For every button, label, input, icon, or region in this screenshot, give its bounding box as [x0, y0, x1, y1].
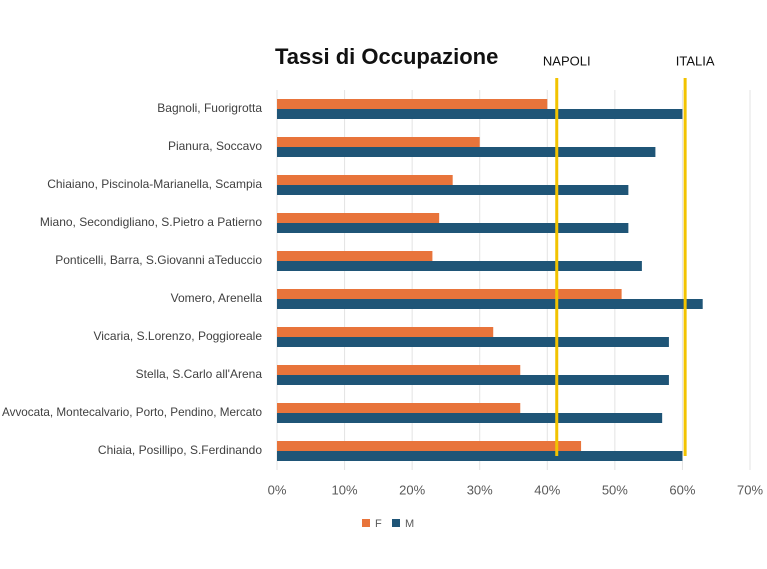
x-tick-label: 20%: [399, 482, 425, 497]
bar: [277, 223, 629, 233]
y-tick-label: Chiaia, Posillipo, S.Ferdinando: [98, 443, 262, 457]
y-tick-label: Vomero, Arenella: [171, 291, 263, 305]
bar: [277, 337, 669, 347]
bar: [277, 413, 663, 423]
bar: [277, 109, 683, 119]
y-tick-label: Bagnoli, Fuorigrotta: [157, 101, 262, 115]
bar: [277, 175, 453, 185]
y-tick-label: Ponticelli, Barra, S.Giovanni aTeduccio: [55, 253, 262, 267]
reference-label: ITALIA: [676, 53, 715, 68]
bar: [277, 299, 703, 309]
bar: [277, 261, 642, 271]
y-tick-label: Avvocata, Montecalvario, Porto, Pendino,…: [2, 405, 262, 419]
legend-swatch: [392, 519, 400, 527]
legend-swatch: [362, 519, 370, 527]
x-tick-label: 40%: [534, 482, 560, 497]
bar: [277, 365, 521, 375]
bar: [277, 403, 521, 413]
chart-title: Tassi di Occupazione: [275, 44, 498, 69]
bar: [277, 99, 548, 109]
bar: [277, 441, 582, 451]
bar: [277, 185, 629, 195]
bar: [277, 327, 494, 337]
y-tick-label: Stella, S.Carlo all'Arena: [136, 367, 263, 381]
y-tick-label: Miano, Secondigliano, S.Pietro a Patiern…: [40, 215, 262, 229]
reference-label: NAPOLI: [543, 53, 591, 68]
bar: [277, 451, 683, 461]
bar: [277, 147, 656, 157]
x-tick-label: 60%: [669, 482, 695, 497]
y-tick-label: Chiaiano, Piscinola-Marianella, Scampia: [47, 177, 262, 191]
bar: [277, 137, 480, 147]
bar: [277, 289, 622, 299]
x-tick-label: 50%: [602, 482, 628, 497]
bar: [277, 213, 440, 223]
x-tick-label: 0%: [268, 482, 287, 497]
y-tick-label: Pianura, Soccavo: [168, 139, 262, 153]
x-tick-label: 70%: [737, 482, 763, 497]
legend-label: M: [405, 518, 414, 530]
x-tick-label: 10%: [332, 482, 358, 497]
legend-label: F: [375, 518, 382, 530]
x-tick-label: 30%: [467, 482, 493, 497]
y-tick-label: Vicaria, S.Lorenzo, Poggioreale: [93, 329, 262, 343]
bar: [277, 375, 669, 385]
bar: [277, 251, 433, 261]
